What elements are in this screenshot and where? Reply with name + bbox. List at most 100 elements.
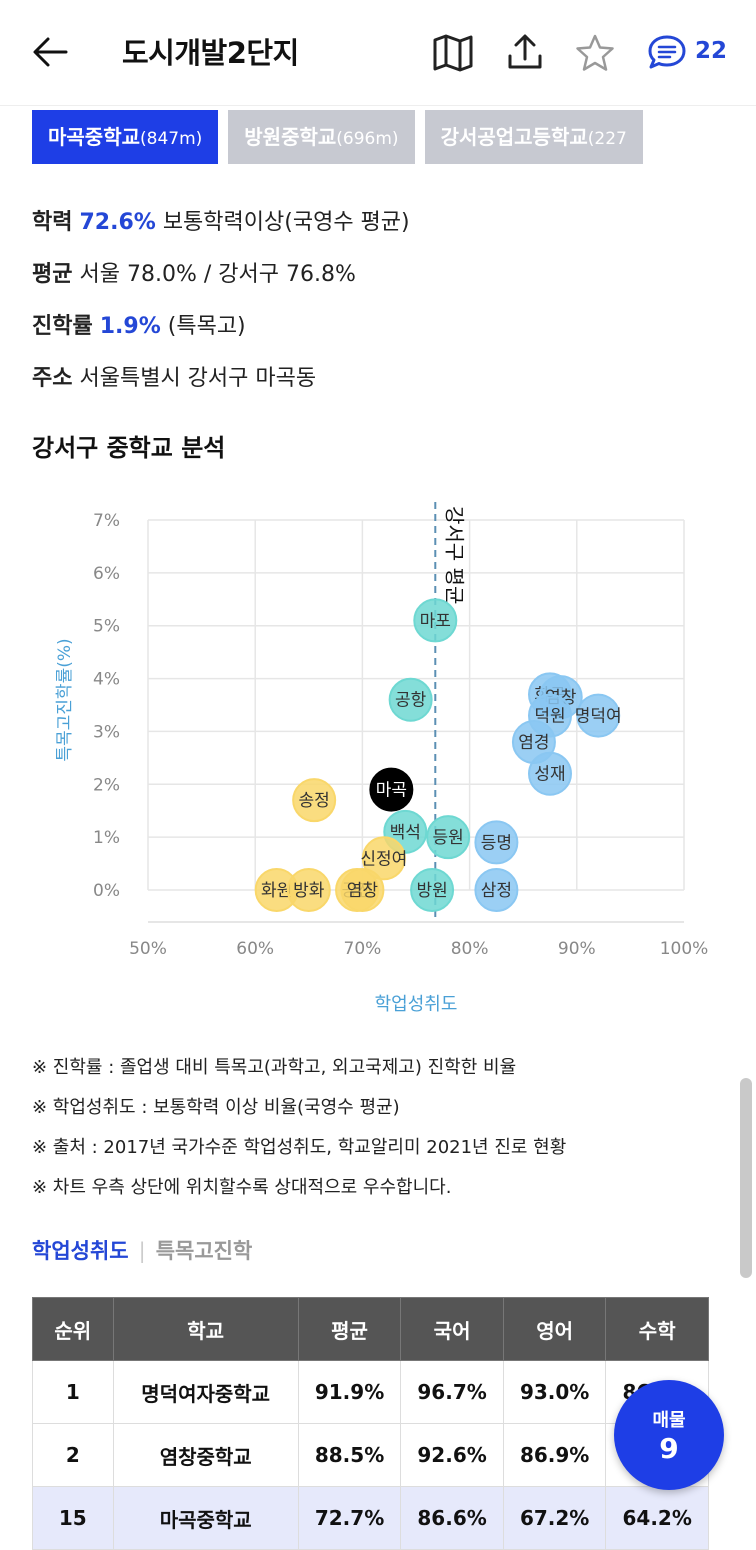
chart-points: 마포공항마곡송정백석등원등명신정여화원방화공진염창방원삼정화곡염창덕원명덕여염경…	[254, 598, 622, 912]
tab-school-3[interactable]: 강서공업고등학교(227	[424, 110, 643, 164]
data-point[interactable]: 염창	[340, 868, 385, 912]
data-point[interactable]: 등원	[426, 815, 471, 860]
table-row[interactable]: 2 염창중학교 88.5% 92.6% 86.9%	[32, 1423, 709, 1487]
ranking-table: 순위 학교 평균 국어 영어 수학 1 명덕여자중학교 91.9% 96.7% …	[32, 1297, 709, 1550]
listings-count: 9	[659, 1432, 679, 1465]
note-item: ※ 출처 : 2017년 국가수준 학업성취도, 학교알리미 2021년 진로 …	[32, 1137, 567, 1158]
tab-advance[interactable]: 특목고진학	[155, 1239, 253, 1263]
data-point[interactable]: 등명	[474, 820, 519, 865]
average-value: 서울 78.0% / 강서구 76.8%	[79, 262, 356, 287]
notes: ※ 진학률 : 졸업생 대비 특목고(과학고, 외고국제고) 진학한 비율 ※ …	[32, 1048, 566, 1208]
map-icon[interactable]	[432, 32, 474, 74]
cell-school: 염창중학교	[112, 1423, 299, 1487]
info-label: 진학률	[32, 314, 93, 339]
school-tabs: 마곡중학교(847m) 방원중학교(696m) 강서공업고등학교(227	[32, 110, 710, 164]
point-label: 마곡	[376, 781, 407, 801]
info-desc: 보통학력이상(국영수 평균)	[162, 210, 410, 235]
col-english: 영어	[502, 1297, 607, 1361]
col-rank: 순위	[32, 1297, 114, 1361]
point-label: 방화	[293, 881, 325, 901]
cell-korean: 96.7%	[400, 1360, 504, 1424]
page-title: 도시개발2단지	[122, 36, 299, 70]
cell-average: 91.9%	[297, 1360, 402, 1424]
y-tick-label: 3%	[93, 722, 120, 742]
chart-axes: 0% 1% 2% 3% 4% 5% 6% 7% 50% 60% 70% 80% 90% 100%	[93, 511, 708, 959]
cell-english: 67.2%	[502, 1486, 607, 1550]
point-label: 백석	[390, 823, 421, 843]
x-tick-label: 70%	[344, 939, 382, 959]
point-label: 염창	[347, 881, 379, 901]
ranking-tabs: 학업성취도 | 특목고진학	[32, 1235, 252, 1265]
tab-distance: (227	[587, 129, 627, 149]
point-label: 공항	[395, 691, 427, 711]
y-tick-label: 0%	[93, 881, 120, 901]
share-icon[interactable]	[504, 32, 546, 74]
data-point[interactable]: 화원	[254, 868, 299, 912]
data-point[interactable]: 성재	[528, 751, 572, 796]
x-tick-label: 100%	[660, 939, 709, 959]
point-label: 화원	[261, 881, 292, 901]
point-label: 성재	[534, 765, 565, 785]
x-tick-label: 50%	[129, 939, 167, 959]
info-label: 학력	[32, 210, 73, 235]
scrollbar[interactable]	[740, 1078, 752, 1278]
comment-icon[interactable]	[646, 32, 688, 74]
tab-achievement[interactable]: 학업성취도	[32, 1239, 129, 1263]
section-title: 강서구 중학교 분석	[32, 434, 226, 462]
info-label: 평균	[32, 262, 73, 287]
average-reference: 강서구 평균	[434, 502, 466, 922]
data-point[interactable]: 방원	[410, 868, 455, 912]
data-point[interactable]: 방화	[286, 868, 331, 912]
y-axis-label: 특목고진학률(%)	[55, 638, 75, 761]
data-point[interactable]: 송정	[292, 778, 337, 823]
listings-button[interactable]: 매물 9	[614, 1380, 724, 1490]
point-marker	[292, 778, 337, 823]
achievement-value: 72.6%	[79, 210, 156, 235]
data-point[interactable]: 마곡	[369, 767, 414, 812]
cell-english: 86.9%	[502, 1423, 607, 1487]
table-row-current-school[interactable]: 15 마곡중학교 72.7% 86.6% 67.2% 64.2%	[32, 1486, 709, 1550]
data-point[interactable]: 신정여	[360, 836, 407, 881]
point-marker	[361, 836, 406, 881]
cell-rank: 2	[32, 1423, 114, 1487]
tab-school-2[interactable]: 방원중학교(696m)	[228, 110, 415, 164]
back-arrow-icon[interactable]	[28, 30, 72, 74]
table-row[interactable]: 1 명덕여자중학교 91.9% 96.7% 93.0% 86.0%	[32, 1360, 709, 1424]
x-axis-label: 학업성취도	[375, 994, 458, 1015]
y-tick-label: 7%	[93, 511, 120, 531]
info-label: 주소	[32, 366, 73, 391]
cell-english: 93.0%	[502, 1360, 607, 1424]
point-label: 등원	[433, 828, 464, 848]
col-korean: 국어	[400, 1297, 504, 1361]
point-marker	[286, 868, 331, 912]
data-point[interactable]: 삼정	[474, 868, 519, 912]
address-line: 주소 서울특별시 강서구 마곡동	[32, 360, 316, 392]
y-tick-label: 2%	[93, 775, 120, 795]
data-point[interactable]: 공항	[388, 677, 433, 722]
point-label: 송정	[299, 791, 330, 811]
point-label: 마포	[420, 611, 451, 631]
top-bar: 도시개발2단지 22	[0, 0, 756, 106]
note-item: ※ 차트 우측 상단에 위치할수록 상대적으로 우수합니다.	[32, 1177, 452, 1198]
y-tick-label: 1%	[93, 828, 120, 848]
point-label: 염경	[518, 733, 549, 753]
data-point[interactable]: 마포	[413, 598, 458, 643]
tab-divider: |	[138, 1239, 146, 1263]
point-marker	[410, 868, 455, 912]
listings-label: 매물	[652, 1410, 686, 1431]
point-label: 신정여	[360, 849, 407, 869]
average-line: 평균 서울 78.0% / 강서구 76.8%	[32, 256, 356, 288]
point-marker	[413, 598, 458, 643]
point-label: 방원	[416, 881, 447, 901]
point-marker	[528, 751, 572, 796]
tab-label: 방원중학교	[244, 125, 337, 149]
data-point[interactable]: 명덕여	[575, 693, 622, 738]
tab-school-1[interactable]: 마곡중학교(847m)	[32, 110, 219, 164]
star-icon[interactable]	[574, 32, 616, 74]
average-line-label: 강서구 평균	[442, 506, 466, 604]
point-marker	[576, 693, 621, 738]
comment-count[interactable]: 22	[695, 38, 728, 64]
point-marker	[426, 815, 471, 860]
point-label: 명덕여	[575, 707, 622, 727]
advance-line: 진학률 1.9% (특목고)	[32, 308, 246, 340]
